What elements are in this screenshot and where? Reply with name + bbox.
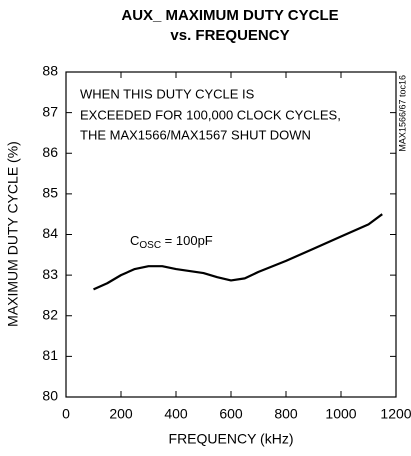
x-tick-label: 1200 — [380, 406, 411, 422]
x-tick-label: 400 — [164, 406, 188, 422]
y-tick-label: 87 — [42, 103, 58, 119]
annotation: WHEN THIS DUTY CYCLE IS — [80, 86, 255, 101]
annotation: EXCEEDED FOR 100,000 CLOCK CYCLES, — [80, 107, 341, 122]
y-tick-label: 85 — [42, 185, 58, 201]
curve-label-sub: OSC — [139, 240, 161, 251]
y-tick-label: 88 — [42, 63, 58, 79]
curve-label: COSC = 100pF — [130, 233, 213, 250]
chart-title: AUX_ MAXIMUM DUTY CYCLE — [121, 7, 338, 24]
y-tick-label: 82 — [42, 306, 58, 322]
y-tick-label: 83 — [42, 266, 58, 282]
y-tick-label: 81 — [42, 347, 58, 363]
x-tick-label: 800 — [274, 406, 298, 422]
x-tick-label: 0 — [62, 406, 70, 422]
y-tick-label: 86 — [42, 144, 58, 160]
chart-subtitle: vs. FREQUENCY — [170, 27, 289, 44]
x-tick-label: 200 — [109, 406, 133, 422]
line-series — [93, 213, 383, 291]
annotation: THE MAX1566/MAX1567 SHUT DOWN — [80, 127, 311, 142]
y-tick-label: 80 — [42, 388, 58, 404]
x-axis-label: FREQUENCY (kHz) — [169, 431, 294, 447]
x-tick-label: 600 — [219, 406, 243, 422]
x-tick-label: 1000 — [325, 406, 356, 422]
curve-label-main: C — [130, 233, 139, 248]
y-tick-label: 84 — [42, 225, 58, 241]
curve-label-rest: = 100pF — [161, 233, 213, 248]
y-axis-label: MAXIMUM DUTY CYCLE (%) — [5, 141, 21, 327]
side-label: MAX1566/67 toc16 — [397, 75, 407, 152]
